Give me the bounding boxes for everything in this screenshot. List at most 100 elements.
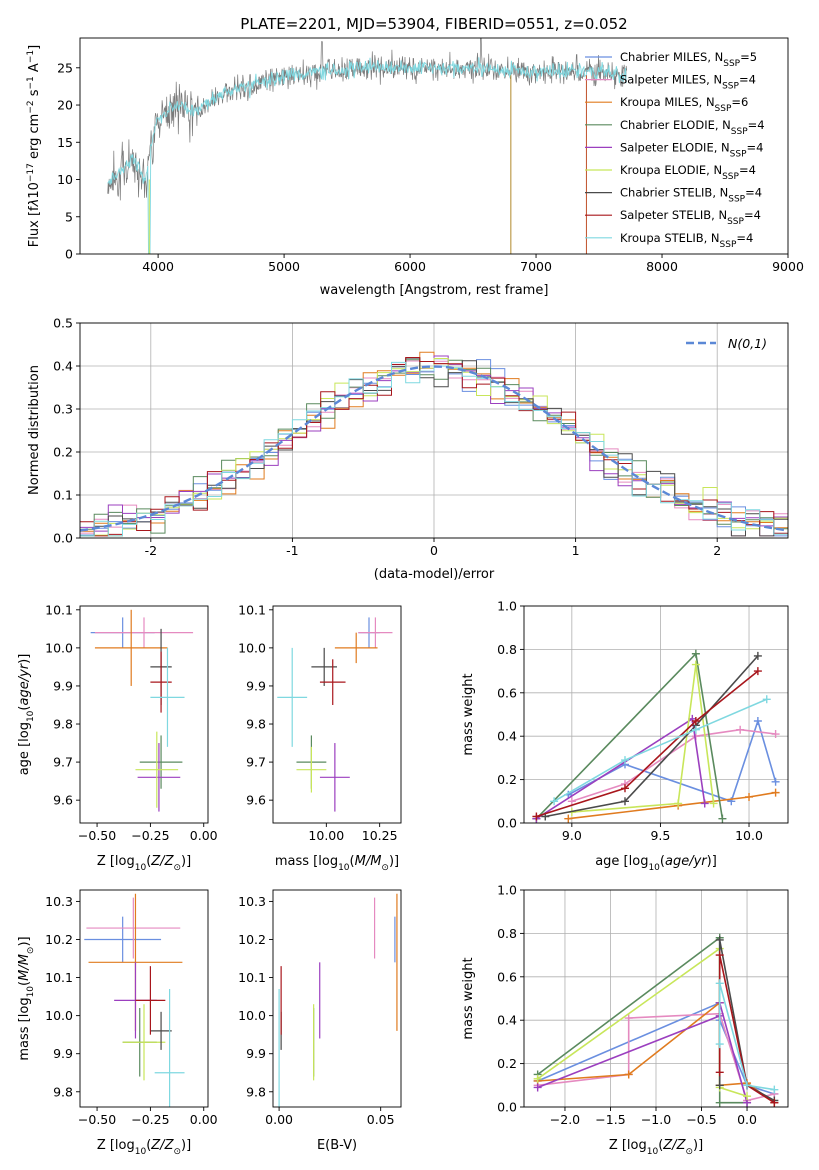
- data-point: [718, 814, 727, 823]
- data-point: [770, 1085, 779, 1094]
- x-tick-label: 9000: [772, 259, 804, 274]
- x-axis-label: Z [log10(Z/Z⊙)]: [97, 1138, 191, 1157]
- x-tick-label: 10.00: [308, 828, 344, 843]
- series-line-kroupa-elodie: [537, 947, 748, 1097]
- y-tick-label: 9.9: [246, 1046, 266, 1061]
- data-point: [624, 1014, 633, 1023]
- legend-label: Salpeter MILES, NSSP=4: [620, 73, 756, 92]
- data-point: [753, 651, 762, 660]
- panel-massweight_vs_age: 9.0 9.5 10.0 0.0 0.2 0.4 0.6 0.8 1.0 age [log10(a…: [461, 599, 789, 873]
- data-point: [715, 1040, 724, 1049]
- y-tick-label: 0.8: [497, 642, 517, 657]
- y-tick-label: 10.1: [45, 602, 73, 617]
- data-point: [709, 799, 718, 808]
- x-tick-label: 0.00: [190, 1112, 218, 1127]
- x-tick-label: 9.0: [562, 828, 582, 843]
- legend-label: N(0,1): [728, 336, 767, 351]
- data-point: [771, 730, 780, 739]
- x-tick-label: −0.50: [78, 828, 116, 843]
- y-tick-label: 15: [57, 135, 73, 150]
- data-point: [624, 1070, 633, 1079]
- y-tick-label: 9.8: [53, 717, 73, 732]
- data-point: [736, 725, 745, 734]
- axes-frame: [272, 605, 402, 824]
- histogram-kroupa-stelib: [80, 361, 788, 537]
- x-tick-label: 10.25: [362, 828, 398, 843]
- data-point: [567, 797, 576, 806]
- x-tick-label: 1: [572, 543, 580, 558]
- data-point: [715, 935, 724, 944]
- x-tick-label: −2.0: [550, 1112, 580, 1127]
- normal-curve: [80, 365, 788, 532]
- y-tick-label: 0.1: [53, 488, 73, 503]
- data-point: [715, 951, 724, 960]
- x-tick-label: 2: [713, 543, 721, 558]
- y-axis-label: Flux [fλ10−17 erg cm−2 s−1 A−1]: [26, 45, 42, 247]
- x-tick-label: 7000: [520, 259, 552, 274]
- y-tick-label: 0.3: [53, 402, 73, 417]
- y-tick-label: 0.4: [53, 359, 73, 374]
- legend-label: Salpeter ELODIE, NSSP=4: [620, 140, 763, 159]
- x-axis-label: (data-model)/error: [374, 567, 495, 582]
- data-point: [620, 756, 629, 765]
- y-tick-label: 9.7: [246, 755, 266, 770]
- plot-area: [90, 609, 194, 812]
- axes-frame: [79, 605, 209, 824]
- data-point: [691, 649, 700, 658]
- y-tick-label: 9.6: [53, 793, 73, 808]
- x-tick-label: 0.05: [367, 1112, 395, 1127]
- y-tick-label: 9.8: [246, 1084, 266, 1099]
- y-axis-label: mass weight: [461, 957, 476, 1039]
- series-line-kroupa-stelib: [718, 983, 775, 1091]
- data-point: [762, 695, 771, 704]
- y-tick-label: 0.6: [497, 685, 517, 700]
- y-tick-label: 10.1: [45, 970, 73, 985]
- x-axis-label: mass [log10(M/M⊙)]: [275, 854, 399, 873]
- panel-residual_histogram: -2 -1 0 1 2 0.0 0.1 0.2 0.3 0.4 0.5 N(0,1) (data-mod…: [27, 316, 789, 582]
- x-tick-label: 6000: [394, 259, 426, 274]
- x-tick-label: 8000: [646, 259, 678, 274]
- x-tick-label: 5000: [268, 259, 300, 274]
- panel-massweight_vs_Z: −2.0 −1.5 −1.0 −0.5 0.0 0.0 0.2 0.4 0.6 0.8 1.0 Z […: [461, 883, 789, 1157]
- panel-age_vs_Z: −0.50 −0.25 0.00 9.6 9.7 9.8 9.9 10.0 10.1 Z [log…: [17, 602, 218, 873]
- y-tick-label: 25: [57, 60, 73, 75]
- y-tick-label: 0.0: [497, 816, 517, 831]
- y-tick-label: 10.2: [238, 932, 266, 947]
- y-tick-label: 10: [57, 172, 73, 187]
- series-line-chabrier-miles: [567, 718, 777, 803]
- y-tick-label: 0.8: [497, 926, 517, 941]
- plot-area: [80, 351, 788, 537]
- x-tick-label: −1.5: [595, 1112, 625, 1127]
- data-point: [532, 812, 541, 821]
- x-tick-label: 10.0: [735, 828, 763, 843]
- y-tick-label: 9.8: [246, 717, 266, 732]
- y-tick-label: 10.0: [45, 1008, 73, 1023]
- y-tick-label: 10.2: [45, 932, 73, 947]
- y-tick-label: 0.5: [53, 316, 73, 331]
- plot-area: [278, 893, 398, 1107]
- y-axis-label: mass [log10(M/M⊙)]: [17, 936, 36, 1060]
- histogram-chabrier-elodie: [80, 359, 788, 534]
- y-tick-label: 10.1: [238, 970, 266, 985]
- y-tick-label: 1.0: [497, 599, 517, 614]
- y-tick-label: 0.4: [497, 729, 517, 744]
- histogram-chabrier-stelib: [80, 357, 788, 537]
- axes-frame: [79, 37, 789, 255]
- y-tick-label: 0: [65, 247, 73, 262]
- y-tick-label: 0.0: [53, 531, 73, 546]
- panel-age_vs_mass: 10.00 10.25 9.6 9.7 9.8 9.9 10.0 10.1 mass [log1…: [238, 602, 402, 873]
- x-tick-label: −0.25: [131, 828, 169, 843]
- panel-mass_vs_Z: −0.50 −0.25 0.00 9.8 9.9 10.0 10.1 10.2 10.3 Z [l…: [17, 889, 218, 1157]
- data-point: [715, 979, 724, 988]
- x-axis-label: age [log10(age/yr)]: [595, 854, 717, 873]
- data-point: [743, 1092, 752, 1101]
- legend-label: Chabrier STELIB, NSSP=4: [620, 186, 762, 205]
- axes-frame: [523, 605, 789, 824]
- axes-frame: [272, 889, 402, 1108]
- y-tick-label: 0.4: [497, 1013, 517, 1028]
- panel-mass_vs_EBV: 0.00 0.05 9.8 9.9 10.0 10.1 10.2 10.3 E(B-V): [238, 889, 402, 1153]
- data-point: [743, 1081, 752, 1090]
- x-axis-label: Z [log10(Z/Z⊙)]: [609, 1138, 703, 1157]
- y-tick-label: 10.0: [45, 640, 73, 655]
